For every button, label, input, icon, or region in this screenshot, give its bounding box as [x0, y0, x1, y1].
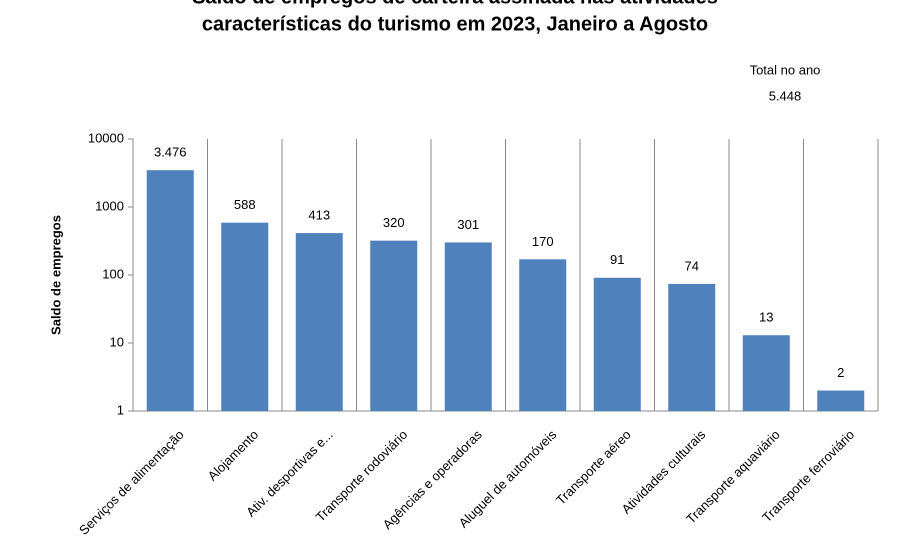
value-label: 74 [685, 258, 699, 273]
chart-title: características do turismo em 2023, Jane… [202, 13, 708, 35]
value-label: 91 [610, 252, 624, 267]
y-tick-label: 1000 [95, 198, 124, 213]
bar [444, 242, 492, 411]
y-tick-label: 10 [110, 334, 124, 349]
y-tick-label: 10000 [88, 130, 124, 145]
value-label: 301 [457, 217, 479, 232]
value-label: 3.476 [154, 145, 187, 160]
chart-title: Saldo de empregos de carteira assinada n… [192, 0, 718, 8]
x-tick-label: Alojamento [205, 427, 262, 484]
bar [295, 233, 343, 411]
y-tick-label: 100 [102, 266, 124, 281]
value-label: 170 [532, 234, 554, 249]
bar [668, 283, 716, 411]
bar [593, 277, 641, 411]
bar [370, 240, 418, 411]
y-tick-label: 1 [117, 402, 124, 417]
bar [146, 170, 194, 411]
y-axis-label: Saldo de empregos [48, 215, 63, 335]
value-label: 588 [234, 197, 256, 212]
x-tick-label: Transporte aéreo [553, 427, 634, 508]
bar [221, 222, 269, 411]
bar [742, 335, 790, 411]
value-label: 2 [837, 365, 844, 380]
bar [817, 390, 865, 411]
value-label: 320 [383, 215, 405, 230]
annotation: 5.448 [769, 88, 802, 103]
annotation: Total no ano [750, 62, 821, 77]
x-tick-label: Serviços de alimentação [76, 427, 187, 538]
value-label: 413 [308, 208, 330, 223]
bar [519, 259, 567, 411]
value-label: 13 [759, 310, 773, 325]
